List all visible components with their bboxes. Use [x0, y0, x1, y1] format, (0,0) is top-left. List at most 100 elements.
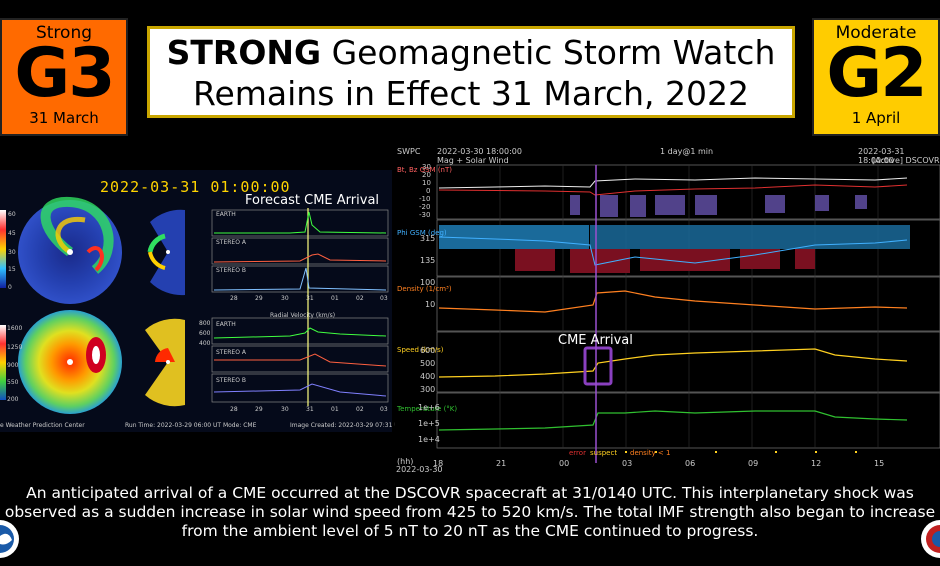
g3-storm-scale-badge: Strong G3 31 March	[0, 18, 128, 136]
vel-panel-stereo-b-label: STEREO B	[216, 377, 246, 384]
enlil-xtick-3: 31	[306, 295, 314, 302]
velocity-scale-0: 1600	[7, 325, 23, 332]
x-tick-0: 18	[433, 459, 444, 468]
bz-tick-2: 10	[422, 179, 431, 187]
velocity-scale-2: 900	[7, 362, 19, 369]
phi-tick-0: 315	[420, 234, 436, 243]
velocity-scale-4: 200	[7, 396, 19, 403]
bz-tick-6: -30	[419, 211, 431, 219]
temperature-axis-label: Temperature (°K)	[397, 405, 458, 413]
speed-tick-1: 500	[420, 359, 436, 368]
speed-tick-2: 400	[420, 372, 436, 381]
bz-tick-1: 20	[422, 171, 431, 179]
enlil-xtick-0: 28	[230, 295, 238, 302]
enlil-xtick-6: 03	[380, 295, 388, 302]
density-tick-0: 100	[420, 278, 436, 287]
caption-text: An anticipated arrival of a CME occurred…	[4, 484, 936, 540]
density-tick-1: 10	[425, 300, 436, 309]
x-tick-2: 00	[559, 459, 570, 468]
phi-tick-1: 135	[420, 256, 436, 265]
enlil-vel-xtick-4: 01	[331, 406, 339, 413]
headline-bold: STRONG	[166, 33, 322, 72]
speed-tick-3: 300	[420, 385, 436, 394]
noaa-logo	[0, 516, 20, 562]
density-scale-2: 30	[8, 249, 16, 256]
vel-tick-1: 600	[199, 330, 211, 337]
enlil-model-image	[0, 170, 392, 432]
enlil-vel-xtick-3: 31	[306, 406, 314, 413]
x-date-label: 2022-03-30	[396, 465, 443, 474]
g2-storm-scale-badge: Moderate G2 1 April	[812, 18, 940, 136]
swpc-active-source: [Active] DSCOVR	[872, 156, 940, 165]
bz-tick-0: 30	[422, 163, 431, 171]
enlil-timestamp: 2022-03-31 01:00:00	[100, 178, 291, 196]
g2-level-label: Moderate	[835, 23, 917, 43]
x-tick-3: 03	[622, 459, 633, 468]
bz-tick-5: -20	[419, 203, 431, 211]
panel-stereo-a-label: STEREO A	[216, 239, 246, 246]
velocity-scale-1: 1250	[7, 344, 23, 351]
vel-panel-earth-label: EARTH	[216, 321, 236, 328]
radial-velocity-title: Radial Velocity (km/s)	[270, 312, 336, 319]
density-axis-label: Density (1/cm³)	[397, 285, 452, 293]
panel-earth-label: EARTH	[216, 211, 236, 218]
x-tick-1: 21	[496, 459, 507, 468]
x-tick-4: 06	[685, 459, 696, 468]
enlil-vel-xtick-1: 29	[255, 406, 263, 413]
enlil-vel-xtick-5: 02	[356, 406, 364, 413]
headline-title: STRONG Geomagnetic Storm Watch Remains i…	[147, 26, 795, 118]
enlil-vel-xtick-6: 03	[380, 406, 388, 413]
enlil-run-time: Run Time: 2022-03-29 06:00 UT Mode: CME	[125, 422, 257, 429]
enlil-model-graphic	[0, 196, 389, 414]
legend-density: density < 1	[630, 449, 671, 457]
panel-stereo-b-label: STEREO B	[216, 267, 246, 274]
vel-tick-2: 400	[199, 340, 211, 347]
vel-tick-0: 800	[199, 320, 211, 327]
enlil-xtick-5: 02	[356, 295, 364, 302]
x-tick-6: 12	[811, 459, 822, 468]
g3-scale-label: G3	[14, 34, 115, 113]
enlil-xtick-2: 30	[281, 295, 289, 302]
bz-tick-3: 0	[426, 187, 431, 195]
g3-level-label: Strong	[35, 23, 93, 43]
density-scale-0: 60	[8, 211, 16, 218]
nws-logo	[920, 516, 940, 562]
enlil-xtick-1: 29	[255, 295, 263, 302]
swpc-plot-graphic	[436, 164, 940, 463]
g3-date-label: 31 March	[29, 109, 99, 127]
enlil-vel-xtick-0: 28	[230, 406, 238, 413]
headline-line2: Remains in Effect 31 March, 2022	[193, 74, 749, 113]
enlil-vel-xtick-2: 30	[281, 406, 289, 413]
x-tick-5: 09	[748, 459, 759, 468]
swpc-org-label: SWPC	[397, 147, 421, 156]
density-scale-4: 0	[8, 284, 12, 291]
enlil-image-created: Image Created: 2022-03-29 07:31 UT	[290, 422, 403, 429]
forecast-cme-arrival-label: Forecast CME Arrival	[245, 193, 380, 208]
swpc-start-time: 2022-03-30 18:00:00	[437, 147, 522, 156]
swpc-end-time: 2022-03-31 18:00:00	[858, 147, 905, 165]
temp-tick-1: 1e+5	[418, 419, 440, 428]
enlil-footer-left: e Weather Prediction Center	[0, 422, 85, 429]
phi-axis-label: Phi GSM (deg)	[397, 229, 447, 237]
swpc-span: 1 day@1 min	[660, 147, 714, 156]
speed-axis-label: Speed (km/s)	[397, 346, 444, 354]
x-tick-7: 15	[874, 459, 885, 468]
g2-date-label: 1 April	[851, 109, 901, 127]
swpc-solar-wind-plot	[395, 145, 940, 467]
speed-tick-0: 600	[420, 346, 436, 355]
headline-line1: Geomagnetic Storm Watch	[321, 33, 776, 72]
g2-scale-label: G2	[826, 34, 927, 113]
x-unit-label: (hh)	[397, 457, 414, 466]
enlil-xtick-4: 01	[331, 295, 339, 302]
bz-axis-label: Bt, Bz GSM (nT)	[397, 166, 453, 174]
legend-error: error	[569, 449, 586, 457]
cme-arrival-label: CME Arrival	[558, 333, 633, 348]
temp-tick-2: 1e+4	[418, 435, 440, 444]
legend-suspect: suspect	[590, 449, 618, 457]
density-scale-3: 15	[8, 266, 16, 273]
density-scale-1: 45	[8, 230, 16, 237]
temp-tick-0: 1e+6	[418, 403, 440, 412]
bz-tick-4: -10	[419, 195, 431, 203]
swpc-subtitle: Mag + Solar Wind	[437, 156, 509, 165]
vel-panel-stereo-a-label: STEREO A	[216, 349, 246, 356]
